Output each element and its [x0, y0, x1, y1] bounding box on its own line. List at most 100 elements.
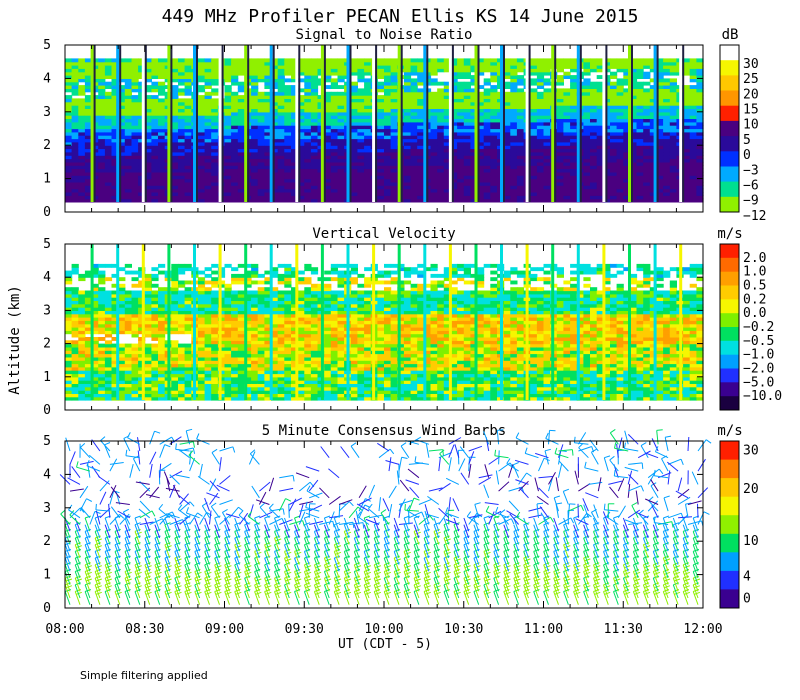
- field-cell: [138, 363, 146, 368]
- field-cell: [297, 105, 305, 109]
- field-cell: [470, 111, 478, 116]
- field-cell: [118, 376, 126, 381]
- field-cell: [649, 105, 657, 109]
- field-cell: [636, 165, 644, 170]
- field-cell: [430, 151, 438, 156]
- field-cell: [463, 151, 471, 156]
- field-cell: [231, 198, 239, 203]
- field-cell: [683, 68, 691, 73]
- field-cell: [151, 88, 159, 93]
- field-cell: [643, 125, 651, 130]
- field-cell: [204, 168, 212, 173]
- field-cell: [124, 198, 132, 203]
- field-cell: [516, 121, 525, 126]
- field-cell: [310, 178, 319, 183]
- field-cell: [337, 151, 345, 156]
- field-cell: [111, 101, 119, 106]
- field-cell: [536, 115, 545, 119]
- field-cell: [124, 95, 132, 99]
- field-cell: [530, 108, 538, 113]
- field-cell: [516, 168, 525, 173]
- field-cell: [118, 363, 126, 368]
- field-cell: [98, 108, 106, 113]
- field-cell: [590, 151, 598, 156]
- field-cell: [483, 151, 491, 156]
- field-cell: [291, 65, 299, 69]
- field-cell: [65, 88, 73, 93]
- field-cell: [457, 181, 465, 186]
- field-cell: [124, 327, 132, 331]
- field-cell: [583, 161, 591, 166]
- field-cell: [224, 85, 232, 89]
- field-cell: [111, 188, 119, 193]
- field-cell: [477, 175, 485, 180]
- field-cell: [649, 151, 657, 156]
- field-cell: [84, 75, 93, 79]
- field-cell: [430, 105, 438, 109]
- field-cell: [131, 151, 139, 156]
- field-cell: [178, 350, 186, 355]
- field-cell: [490, 58, 498, 63]
- field-cell: [490, 65, 498, 69]
- field-cell: [556, 151, 564, 156]
- field-cell: [410, 138, 418, 143]
- field-cell: [144, 158, 152, 163]
- field-cell: [403, 131, 412, 136]
- field-cell: [91, 346, 99, 351]
- field-cell: [663, 135, 671, 140]
- field-cell: [98, 273, 106, 278]
- field-cell: [204, 340, 212, 345]
- field-cell: [689, 135, 697, 140]
- field-cell: [350, 141, 358, 146]
- field-cell: [470, 115, 478, 119]
- field-cell: [623, 171, 631, 176]
- field-cell: [364, 71, 372, 76]
- field-cell: [158, 356, 166, 361]
- field-cell: [71, 343, 79, 348]
- field-cell: [78, 337, 86, 341]
- field-cell: [65, 151, 73, 156]
- field-cell: [470, 155, 478, 160]
- field-cell: [430, 188, 438, 193]
- field-cell: [84, 95, 93, 99]
- field-cell: [556, 192, 564, 196]
- field-cell: [516, 198, 525, 203]
- field-cell: [324, 85, 332, 89]
- field-cell: [503, 128, 511, 133]
- field-cell: [98, 131, 106, 136]
- field-cell: [610, 192, 618, 196]
- field-cell: [310, 78, 319, 83]
- field-cell: [131, 300, 139, 305]
- field-cell: [570, 111, 578, 116]
- field-cell: [71, 383, 79, 388]
- field-cell: [178, 161, 186, 166]
- field-cell: [104, 323, 113, 328]
- field-cell: [437, 128, 445, 133]
- field-cell: [364, 168, 372, 173]
- field-cell: [310, 61, 319, 66]
- field-cell: [543, 178, 551, 183]
- field-cell: [477, 131, 485, 136]
- field-cell: [71, 168, 79, 173]
- field-cell: [610, 111, 618, 116]
- field-cell: [158, 108, 166, 113]
- field-cell: [330, 125, 338, 130]
- field-cell: [337, 98, 345, 103]
- field-cell: [536, 61, 545, 66]
- field-cell: [171, 195, 179, 200]
- field-cell: [324, 78, 332, 83]
- field-cell: [144, 280, 152, 285]
- field-cell: [490, 71, 498, 76]
- field-cell: [556, 155, 564, 160]
- field-cell: [616, 161, 624, 166]
- field-cell: [124, 145, 132, 150]
- field-cell: [556, 185, 564, 190]
- field-cell: [91, 283, 99, 288]
- field-cell: [65, 58, 73, 63]
- field-cell: [284, 95, 292, 99]
- field-cell: [131, 61, 139, 66]
- field-cell: [151, 145, 159, 150]
- field-cell: [384, 185, 392, 190]
- field-cell: [570, 118, 578, 123]
- field-cell: [118, 300, 126, 305]
